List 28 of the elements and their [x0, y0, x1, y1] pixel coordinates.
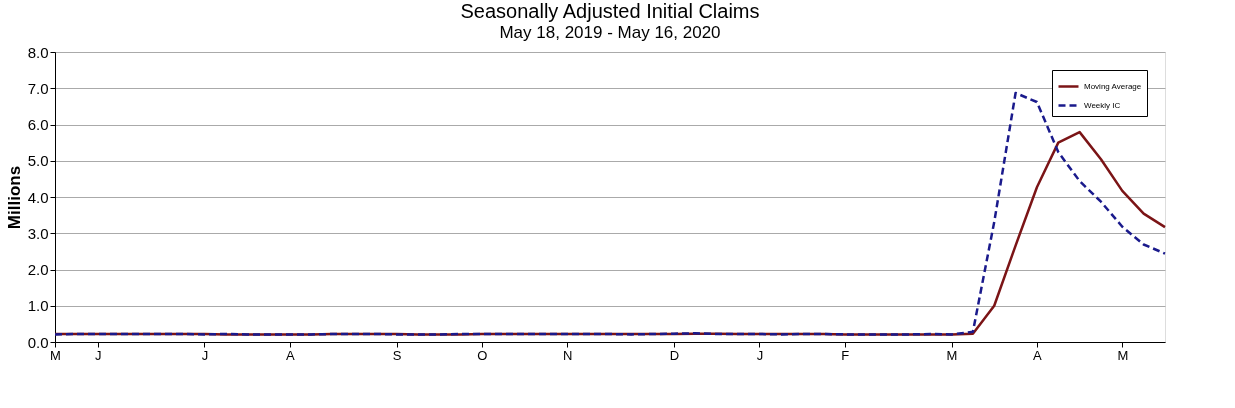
x-tick-label: S [392, 347, 402, 363]
y-tick-label: 4.0 [27, 188, 49, 206]
y-tick-label: 2.0 [27, 261, 49, 278]
x-tick-label: F [841, 347, 850, 363]
x-tick-label: J [94, 347, 102, 363]
y-tick-label: 5.0 [27, 152, 49, 170]
y-tick-label: 0.0 [27, 333, 49, 351]
line-series [53, 91, 1167, 336]
x-tick-label: D [669, 347, 680, 363]
chart-subtitle: May 18, 2019 - May 16, 2020 [499, 23, 721, 42]
x-tick-label: A [1033, 347, 1043, 363]
x-tick-label: J [201, 347, 209, 363]
x-tick-label: O [477, 347, 488, 363]
x-tick-label: M [50, 347, 61, 363]
x-tick-label: N [563, 347, 573, 363]
y-tick-label: 1.0 [27, 297, 49, 315]
legend-label: Moving Average [1084, 81, 1142, 91]
y-tick-label: 7.0 [27, 79, 49, 97]
y-tick-label: 6.0 [27, 116, 49, 133]
x-tick-label: M [946, 347, 958, 363]
y-tick-label: 8.0 [27, 43, 49, 61]
x-tick-label: J [756, 347, 764, 363]
chart-title: Seasonally Adjusted Initial Claims [460, 0, 760, 22]
y-tick-label: 3.0 [27, 224, 49, 242]
legend-label: Weekly IC [1084, 100, 1121, 110]
x-tick-label: A [285, 347, 295, 363]
y-axis-title: Millions [4, 165, 24, 230]
x-tick-label: M [1117, 347, 1129, 363]
